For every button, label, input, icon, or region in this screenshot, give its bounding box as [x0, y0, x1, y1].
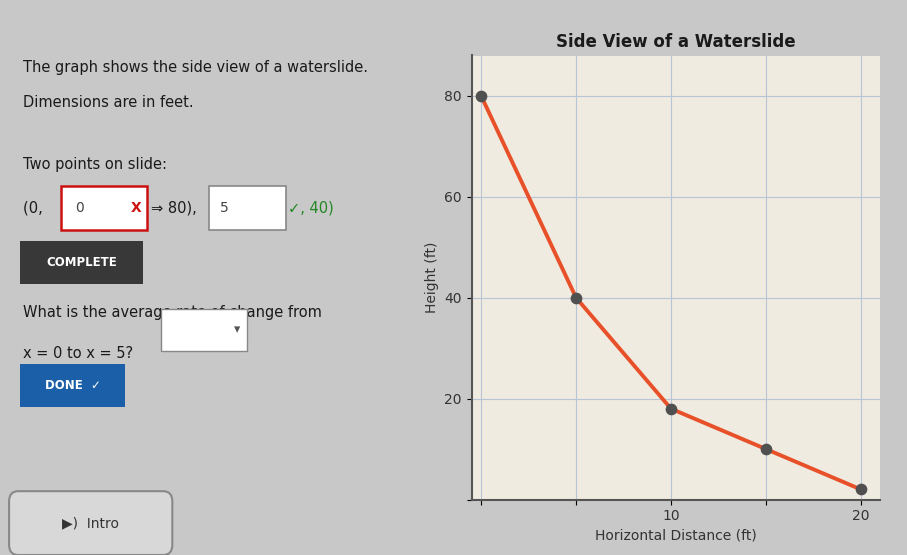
- FancyBboxPatch shape: [161, 309, 247, 351]
- Point: [569, 293, 583, 302]
- Point: [664, 404, 678, 413]
- Text: ▾: ▾: [234, 324, 239, 336]
- Text: Dimensions are in feet.: Dimensions are in feet.: [23, 95, 193, 110]
- FancyBboxPatch shape: [9, 491, 172, 555]
- Text: (0,: (0,: [23, 200, 47, 215]
- Text: ▶)  Intro: ▶) Intro: [63, 516, 119, 530]
- Text: x = 0 to x = 5?: x = 0 to x = 5?: [23, 346, 132, 361]
- Text: The graph shows the side view of a waterslide.: The graph shows the side view of a water…: [23, 60, 367, 75]
- Text: Two points on slide:: Two points on slide:: [23, 157, 167, 171]
- Text: What is the average rate of change from: What is the average rate of change from: [23, 305, 322, 320]
- Text: 0: 0: [74, 201, 83, 215]
- Text: ⇒ 80),: ⇒ 80),: [151, 200, 197, 215]
- X-axis label: Horizontal Distance (ft): Horizontal Distance (ft): [595, 529, 756, 543]
- Text: 5: 5: [220, 201, 229, 215]
- Point: [853, 485, 868, 494]
- Text: DONE  ✓: DONE ✓: [44, 379, 101, 392]
- FancyBboxPatch shape: [21, 241, 143, 284]
- Text: X: X: [131, 201, 141, 215]
- Y-axis label: Height (ft): Height (ft): [424, 242, 439, 313]
- FancyBboxPatch shape: [209, 186, 286, 230]
- Text: ✓, 40): ✓, 40): [288, 200, 334, 215]
- FancyBboxPatch shape: [62, 186, 148, 230]
- FancyBboxPatch shape: [21, 364, 125, 407]
- Point: [473, 92, 488, 100]
- Title: Side View of a Waterslide: Side View of a Waterslide: [556, 33, 795, 51]
- Text: COMPLETE: COMPLETE: [46, 256, 117, 269]
- Point: [758, 445, 773, 453]
